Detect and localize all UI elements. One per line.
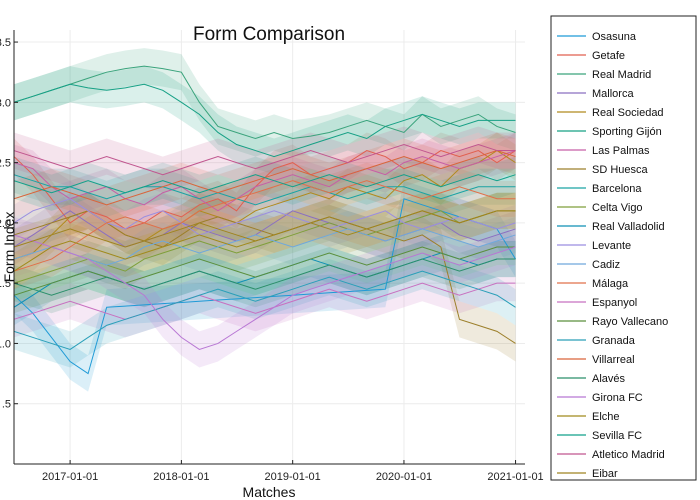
legend-entry: Getafe [592, 50, 625, 62]
band-18 [14, 240, 516, 314]
legend-entry: Real Sociedad [592, 107, 664, 119]
legend-entry: Cadiz [592, 259, 620, 271]
series-line-0 [14, 198, 516, 375]
legend-entry: Sporting Gijón [592, 126, 662, 138]
series-line-5 [14, 83, 516, 158]
legend-entry: Girona FC [592, 392, 643, 404]
series-line-23 [14, 210, 516, 248]
series-line-15 [14, 246, 516, 296]
legend-entry: Villarreal [592, 354, 635, 366]
band-7 [14, 192, 516, 362]
y-tick-label: 1.0 [0, 338, 11, 350]
y-tick-label: 2.0 [0, 218, 11, 230]
legend-entry: Málaga [592, 278, 629, 290]
series-line-6 [14, 150, 516, 212]
legend-entry: Granada [592, 335, 636, 347]
band-20 [14, 192, 516, 290]
band-2 [14, 48, 516, 157]
series-line-22 [14, 144, 516, 176]
x-axis-label: Matches [243, 484, 296, 500]
legend-entry: Eibar [592, 468, 618, 480]
y-tick-label: .5 [2, 399, 11, 411]
band-11 [14, 180, 516, 254]
series-line-13 [14, 180, 516, 272]
series-line-2 [14, 65, 516, 140]
legend-entry: Celta Vigo [592, 202, 643, 214]
y-tick-label: 1.5 [0, 278, 11, 290]
band-14 [14, 265, 516, 338]
y-tick-label: 3.5 [0, 37, 11, 49]
legend-entry: Alavés [592, 373, 626, 385]
series-line-16 [14, 270, 516, 351]
series-line-18 [14, 258, 516, 296]
band-12 [14, 210, 516, 284]
legend-entry: Sevilla FC [592, 430, 642, 442]
band-5 [14, 66, 516, 175]
y-axis-label: Form Index [1, 212, 17, 283]
x-tick-label: 2021-01-01 [487, 471, 543, 483]
chart-title: Form Comparison [193, 24, 345, 45]
series-lines [14, 65, 516, 375]
legend-entry: Real Valladolid [592, 221, 665, 233]
x-tick-label: 2019-01-01 [265, 471, 321, 483]
legend: Osasuna Getafe Real Madrid Mallorca Real Soc… [550, 15, 697, 481]
legend-entry: Levante [592, 240, 631, 252]
legend-entry: Elche [592, 411, 620, 423]
y-tick-label: 3.0 [0, 97, 11, 109]
band-9 [14, 192, 516, 302]
band-6 [14, 132, 516, 229]
series-line-14 [14, 282, 516, 320]
series-line-21 [14, 174, 516, 194]
legend-entry: Barcelona [592, 183, 642, 195]
series-line-11 [14, 198, 516, 236]
y-tick-labels: .5 1.0 1.5 2.0 2.5 3.0 3.5 [0, 37, 18, 411]
legend-entry: Las Palmas [592, 145, 650, 157]
y-tick-label: 2.5 [0, 158, 11, 170]
legend-entry: Rayo Vallecano [592, 316, 668, 328]
x-tick-labels: 2017-01-01 2018-01-01 2019-01-01 2020-01-01… [42, 460, 544, 483]
band-22 [14, 126, 516, 193]
x-tick-label: 2017-01-01 [42, 471, 98, 483]
band-4 [14, 132, 516, 278]
confidence-bands [14, 48, 516, 392]
x-tick-label: 2018-01-01 [153, 471, 209, 483]
legend-entry: Espanyol [592, 297, 637, 309]
band-19 [14, 216, 516, 368]
legend-entry: Mallorca [592, 88, 634, 100]
legend-entry: Osasuna [592, 31, 637, 43]
legend-entry: SD Huesca [592, 164, 649, 176]
series-line-19 [14, 234, 516, 351]
legend-entry: Real Madrid [592, 69, 651, 81]
legend-entry: Atletico Madrid [592, 449, 665, 461]
x-tick-label: 2020-01-01 [376, 471, 432, 483]
